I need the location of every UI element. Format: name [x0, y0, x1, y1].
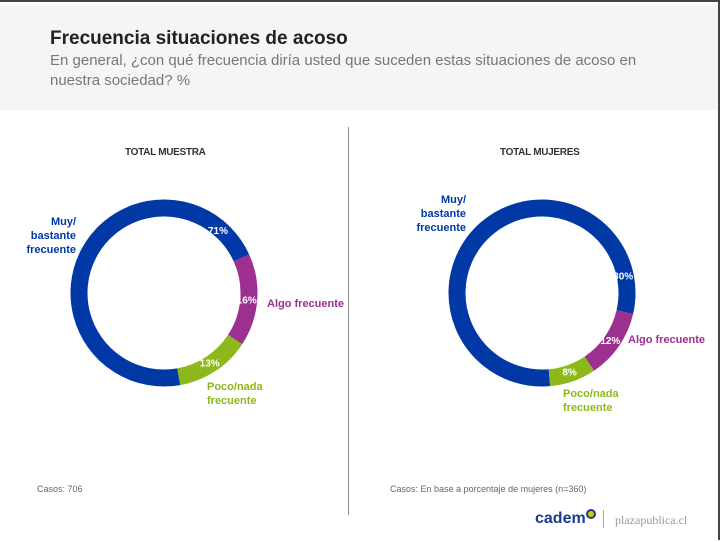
plazapublica-logo: plazapublica.cl: [615, 513, 688, 527]
page-subtitle: En general, ¿con qué frecuencia diría us…: [50, 52, 637, 89]
data-label-2-2: 12%: [600, 336, 620, 347]
donut-slice-1-1: [70, 199, 250, 387]
donut-slice-1-2: [227, 254, 258, 345]
header: Frecuencia situaciones de acoso En gener…: [0, 4, 718, 110]
legend-algo-2: Algo frecuente: [628, 334, 706, 346]
cadem-logo: cadem: [535, 510, 586, 527]
donut-slice-2-2: [584, 309, 634, 371]
donut-slice-2-1: [448, 199, 636, 387]
footer-separator: [603, 510, 604, 528]
data-label-2-3: 8%: [562, 367, 577, 378]
chart-title-mujeres: TOTAL MUJERES: [500, 147, 580, 158]
donut-slice-2-3: [548, 356, 595, 387]
page-title: Frecuencia situaciones de acoso: [50, 28, 348, 49]
data-label-1-2: 16%: [237, 295, 257, 306]
donut-slice-1-3: [177, 334, 243, 386]
chart-title-total: TOTAL MUESTRA: [125, 147, 206, 158]
cadem-logo-dot: [586, 509, 596, 519]
divider: [348, 127, 349, 515]
legend-muy-1: Muy/ bastante frecuente: [26, 216, 76, 256]
legend-muy-2: Muy/ bastante frecuente: [416, 194, 466, 234]
legend-poco-2: Poco/nada frecuente: [563, 388, 619, 414]
data-label-1-3: 13%: [200, 358, 220, 369]
legend-algo-1: Algo frecuente: [267, 298, 345, 310]
legend-poco-1: Poco/nada frecuente: [207, 381, 263, 407]
note-mujeres: Casos: En base a porcentaje de mujeres (…: [390, 484, 587, 494]
note-total: Casos: 706: [37, 484, 83, 494]
data-label-2-1: 80%: [613, 272, 633, 283]
data-label-1-1: 71%: [208, 226, 228, 237]
